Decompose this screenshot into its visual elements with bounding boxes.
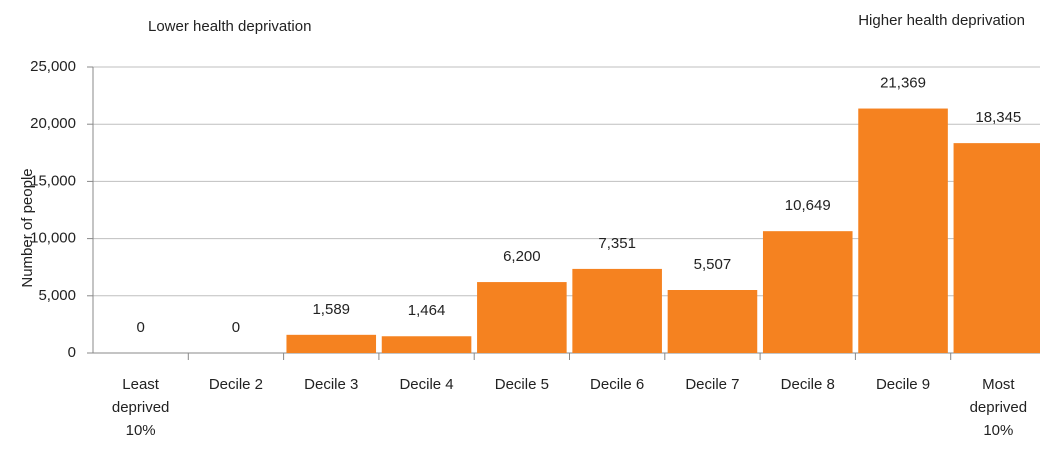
value-label: 21,369 — [880, 75, 926, 92]
x-tick-label: Decile 6 — [590, 376, 645, 393]
x-tick-label: Decile 4 — [399, 376, 454, 393]
y-axis-label: Number of people — [19, 168, 36, 287]
bar — [572, 268, 662, 353]
bar — [762, 231, 853, 353]
annotation-left: Lower health deprivation — [148, 18, 311, 35]
bar — [286, 334, 377, 353]
x-tick-label: Decile 7 — [685, 376, 740, 393]
y-tick-label: 5,000 — [38, 287, 76, 304]
bar — [477, 282, 567, 353]
x-tick-label: Decile 5 — [494, 376, 549, 393]
value-label: 7,351 — [598, 235, 636, 252]
y-tick-label: 0 — [68, 344, 76, 361]
y-tick-label: 25,000 — [30, 58, 76, 75]
bar — [667, 289, 758, 353]
y-tick-label: 20,000 — [30, 115, 76, 132]
value-label: 0 — [232, 319, 240, 336]
value-label: 0 — [136, 319, 144, 336]
bar — [953, 143, 1040, 353]
x-tick-label: Decile 3 — [304, 376, 359, 393]
x-tick-label: Most deprived 10% — [969, 376, 1028, 439]
annotation-right: Higher health deprivation — [858, 12, 1025, 29]
value-label: 18,345 — [975, 109, 1021, 126]
bar — [381, 336, 472, 353]
value-label: 1,464 — [408, 302, 446, 319]
value-label: 1,589 — [312, 301, 350, 318]
x-tick-label: Least deprived 10% — [111, 376, 170, 439]
bar — [858, 108, 948, 354]
y-tick-label: 15,000 — [30, 172, 76, 189]
x-tick-label: Decile 9 — [875, 376, 931, 393]
x-tick-label: Decile 2 — [208, 376, 264, 393]
value-label: 10,649 — [785, 197, 831, 214]
x-tick-label: Decile 8 — [780, 376, 835, 393]
y-tick-label: 10,000 — [30, 230, 76, 247]
value-label: 5,507 — [694, 256, 732, 273]
value-label: 6,200 — [503, 248, 541, 265]
